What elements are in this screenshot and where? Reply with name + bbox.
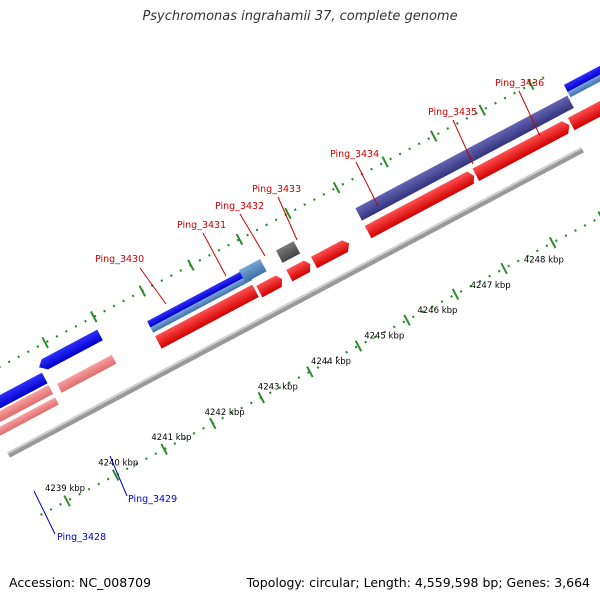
callout-line [202,232,227,277]
lower-tick-row [40,208,600,516]
left-genes [0,329,117,437]
scale-label: 4243 kbp [258,382,298,392]
major-tick [548,236,557,249]
callout-line [33,490,56,535]
right-genes [147,64,600,349]
gene-block [0,385,54,426]
major-tick [381,156,389,168]
gene-label-top: Ping_3434 [330,149,379,160]
gene-block [355,148,476,221]
gene-arrow [155,284,259,349]
topology-text: Topology: circular; Length: 4,559,598 bp… [246,575,590,590]
major-tick [209,417,217,430]
callout-line [518,90,541,137]
gene-label-top: Ping_3435 [428,107,477,118]
major-tick [403,314,411,326]
major-tick [187,259,195,271]
gene-block [238,258,267,283]
major-tick [500,262,508,275]
scale-label: 4244 kbp [311,357,351,367]
gene-arrow [39,329,103,370]
gene-arrow [310,240,350,269]
scale-label: 4242 kbp [205,408,245,418]
major-tick [306,366,314,378]
callout-line [355,161,379,207]
major-tick [235,233,244,246]
upper-tick-row [0,76,545,384]
callout-line [277,196,298,241]
gene-arrow [567,95,600,131]
gene-arrow [472,121,570,181]
major-tick [257,391,265,404]
scale-label: 4246 kbp [417,306,457,316]
scale-label: 4247 kbp [471,281,511,291]
callout-line [139,267,167,305]
major-tick [63,495,71,507]
scale-label: 4239 kbp [45,484,85,494]
major-tick [111,469,120,481]
genome-backbone [7,147,584,458]
gene-label-bottom: Ping_3428 [57,532,106,543]
major-tick [41,336,49,349]
gene-label-top: Ping_3436 [495,78,544,89]
gene-label-top: Ping_3430 [95,254,144,265]
gene-arrow [256,275,283,298]
major-tick [332,181,341,194]
major-tick [90,311,98,323]
major-ticks [0,78,600,507]
scale-label: 4248 kbp [524,255,564,265]
major-tick [284,207,292,220]
gene-label-bottom: Ping_3429 [128,494,177,505]
callout-line [452,119,474,165]
gene-block [567,71,600,98]
major-tick [451,288,460,301]
major-tick [527,78,535,91]
gene-label-top: Ping_3432 [215,201,264,212]
gene-arrow [364,171,475,239]
gene-block [468,95,574,161]
callout-line [109,455,128,497]
scale-label: 4240 kbp [98,459,138,469]
major-tick [138,285,147,297]
map-title: Psychromonas ingrahamii 37, complete gen… [142,9,458,24]
major-tick [160,443,168,456]
gene-block [0,372,48,416]
gene-label-top: Ping_3433 [252,184,301,195]
major-tick [429,130,438,142]
scale-labels: 4239 kbp 4240 kbp 4241 kbp 4242 kbp 4243 kbp… [45,255,564,494]
gene-arrow [286,260,311,282]
gene-block [563,64,600,92]
scale-label: 4241 kbp [151,433,191,443]
gene-arrow [0,397,59,437]
gene-block [275,241,301,263]
major-tick [478,104,486,116]
gene-block [56,354,117,393]
gene-label-top: Ping_3431 [177,220,226,231]
major-tick [597,211,600,223]
gene-labels: Ping_3430 Ping_3431 Ping_3432 Ping_3433 Ping… [33,78,544,543]
gene-block [147,268,250,328]
gene-block [150,274,253,333]
accession-text: Accession: NC_008709 [9,575,152,590]
callout-line [239,213,266,257]
scale-label: 4245 kbp [364,332,404,342]
major-tick [354,340,363,352]
